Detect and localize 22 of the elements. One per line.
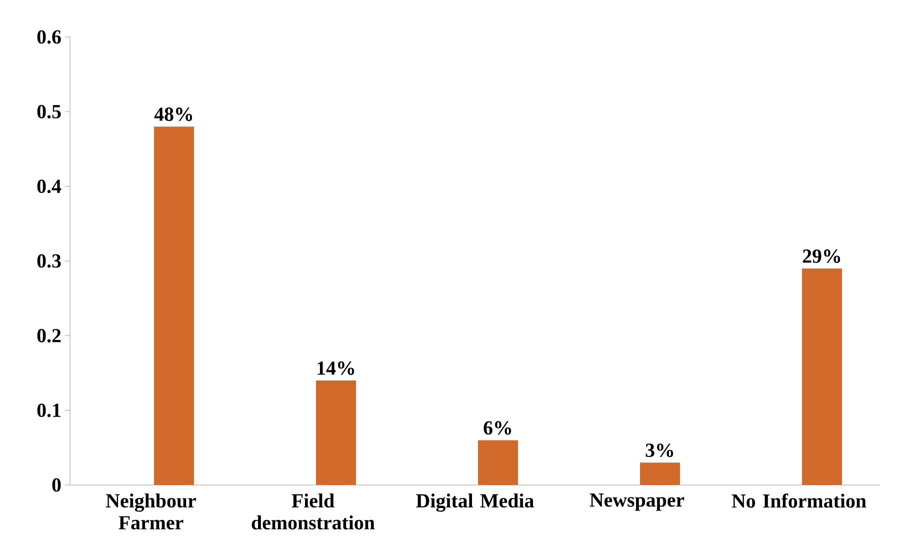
y-tick-label: 0.4 [37, 180, 62, 194]
y-tick-label: 0.1 [37, 404, 60, 418]
bar [154, 126, 194, 485]
y-tick-label: 0.6 [37, 30, 61, 44]
bar [316, 380, 356, 485]
data-label: 3% [646, 444, 674, 458]
y-tick-label: 0 [52, 478, 61, 492]
x-tick-label: No Information [732, 494, 866, 508]
y-tick-label: 0.5 [37, 104, 61, 118]
x-tick-label: Newspaper [590, 494, 684, 511]
data-label: 29% [802, 249, 840, 263]
x-tick-label: Neighbour Farmer [106, 494, 196, 530]
bar [640, 462, 680, 485]
y-tick-label: 0.3 [37, 254, 61, 268]
data-label: 14% [318, 361, 354, 375]
bar [802, 268, 842, 485]
bar [478, 440, 518, 485]
x-tick-label: Digital Media [416, 494, 534, 512]
data-label: 48% [154, 108, 192, 122]
y-tick-label: 0.2 [37, 328, 61, 342]
x-tick-label: Field demonstration [252, 494, 375, 530]
data-label: 6% [484, 421, 512, 435]
